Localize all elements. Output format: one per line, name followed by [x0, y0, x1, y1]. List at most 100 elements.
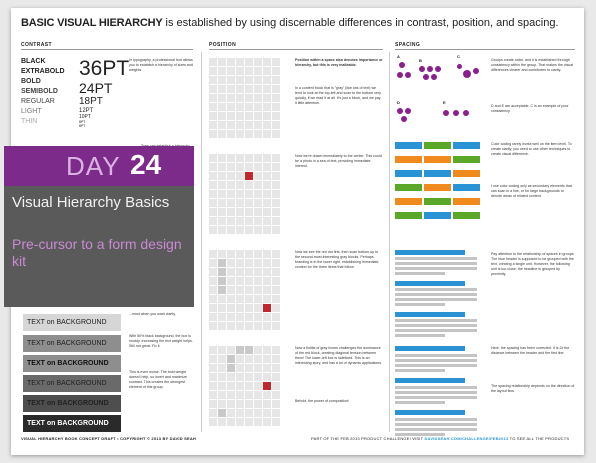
grid-cell — [272, 172, 280, 180]
group-label-a: A — [397, 54, 400, 59]
spacing-header-bar — [395, 346, 465, 351]
group-label-c: C — [457, 54, 460, 59]
group-b-dot — [427, 66, 433, 72]
grid-cell — [245, 67, 253, 75]
grid-cell — [245, 409, 253, 417]
grid-cell — [209, 199, 217, 207]
grid-cell — [254, 268, 262, 276]
group-d-dot — [405, 108, 411, 114]
column-divider-2 — [389, 52, 390, 432]
grid-cell — [245, 391, 253, 399]
weight-light: LIGHT — [21, 108, 42, 115]
grid-cell — [254, 190, 262, 198]
bg-sample-6: TEXT on BACKGROUND — [23, 415, 121, 432]
grid-cell — [272, 286, 280, 294]
grid-cell — [227, 391, 235, 399]
spacing-text-line — [395, 257, 477, 260]
grid-cell — [227, 67, 235, 75]
grid-cell — [218, 58, 226, 66]
grid-cell — [209, 217, 217, 225]
color-block — [395, 198, 422, 205]
grid-cell — [209, 94, 217, 102]
size-18pt: 18PT — [79, 96, 103, 107]
spacing-header-bar — [395, 410, 465, 415]
grid-cell — [236, 94, 244, 102]
grid-cell — [209, 346, 217, 354]
grid-cell — [218, 313, 226, 321]
grid-cell — [209, 85, 217, 93]
grid-cell — [245, 154, 253, 162]
grid-cell — [227, 163, 235, 171]
spacing-text-line — [395, 391, 477, 394]
contrast-text-5: This is even worse. The bold weight does… — [129, 370, 188, 389]
grid-cell — [209, 103, 217, 111]
group-a-dot — [397, 72, 403, 78]
grid-cell — [263, 355, 271, 363]
grid-cell — [236, 373, 244, 381]
grid-cell — [209, 190, 217, 198]
grid-cell — [272, 295, 280, 303]
footer-link[interactable]: DAVIDSEAH.COM/CHALLENGE/FEB2013 — [424, 436, 509, 441]
grid-cell — [209, 286, 217, 294]
grid-cell — [218, 217, 226, 225]
color-block — [424, 142, 451, 149]
grid-cell — [245, 130, 253, 138]
spacing-text-5: Pay attention to the relationship of spa… — [491, 252, 575, 276]
grid-cell — [236, 268, 244, 276]
position-grid-3 — [209, 250, 280, 330]
grid-cell — [218, 76, 226, 84]
grid-cell — [263, 373, 271, 381]
grid-cell — [218, 181, 226, 189]
color-block — [453, 142, 480, 149]
color-block — [424, 184, 451, 191]
grid-cell — [272, 226, 280, 234]
grid-cell — [209, 76, 217, 84]
footer-suffix: TO SEE ALL THE PRODUCTS — [508, 436, 570, 441]
grid-cell — [236, 121, 244, 129]
grid-cell — [218, 130, 226, 138]
grid-cell — [227, 250, 235, 258]
grid-cell — [245, 355, 253, 363]
grid-cell — [254, 199, 262, 207]
grid-cell — [227, 373, 235, 381]
weight-extrabold: EXTRABOLD — [21, 68, 65, 75]
grid-cell — [227, 295, 235, 303]
grid-cell — [236, 85, 244, 93]
grid-cell — [263, 286, 271, 294]
grid-cell — [227, 409, 235, 417]
grid-cell — [209, 259, 217, 267]
grid-cell — [245, 277, 253, 285]
grid-cell — [218, 163, 226, 171]
grid-cell — [254, 364, 262, 372]
grid-cell — [236, 295, 244, 303]
grid-cell — [263, 58, 271, 66]
bg-sample-2: TEXT on BACKGROUND — [23, 335, 121, 352]
grid-cell — [209, 67, 217, 75]
spacing-text-line — [395, 293, 477, 296]
grid-cell — [218, 259, 226, 267]
grid-cell — [272, 346, 280, 354]
grid-cell — [209, 313, 217, 321]
grid-cell — [209, 208, 217, 216]
grid-cell — [227, 58, 235, 66]
grid-cell — [209, 250, 217, 258]
grid-cell — [236, 250, 244, 258]
grid-cell — [236, 130, 244, 138]
spacing-sample-b — [395, 346, 481, 436]
grid-cell — [218, 85, 226, 93]
grid-cell — [272, 250, 280, 258]
grid-cell — [218, 67, 226, 75]
grid-cell — [254, 94, 262, 102]
grid-cell — [254, 163, 262, 171]
grid-cell — [254, 400, 262, 408]
grid-cell — [227, 208, 235, 216]
grid-cell — [209, 181, 217, 189]
grid-cell — [227, 268, 235, 276]
grid-cell — [254, 130, 262, 138]
grid-cell — [236, 67, 244, 75]
grid-cell — [218, 373, 226, 381]
grid-cell — [218, 418, 226, 426]
grid-cell — [236, 322, 244, 330]
grid-cell — [245, 373, 253, 381]
spacing-text-line — [395, 396, 477, 399]
